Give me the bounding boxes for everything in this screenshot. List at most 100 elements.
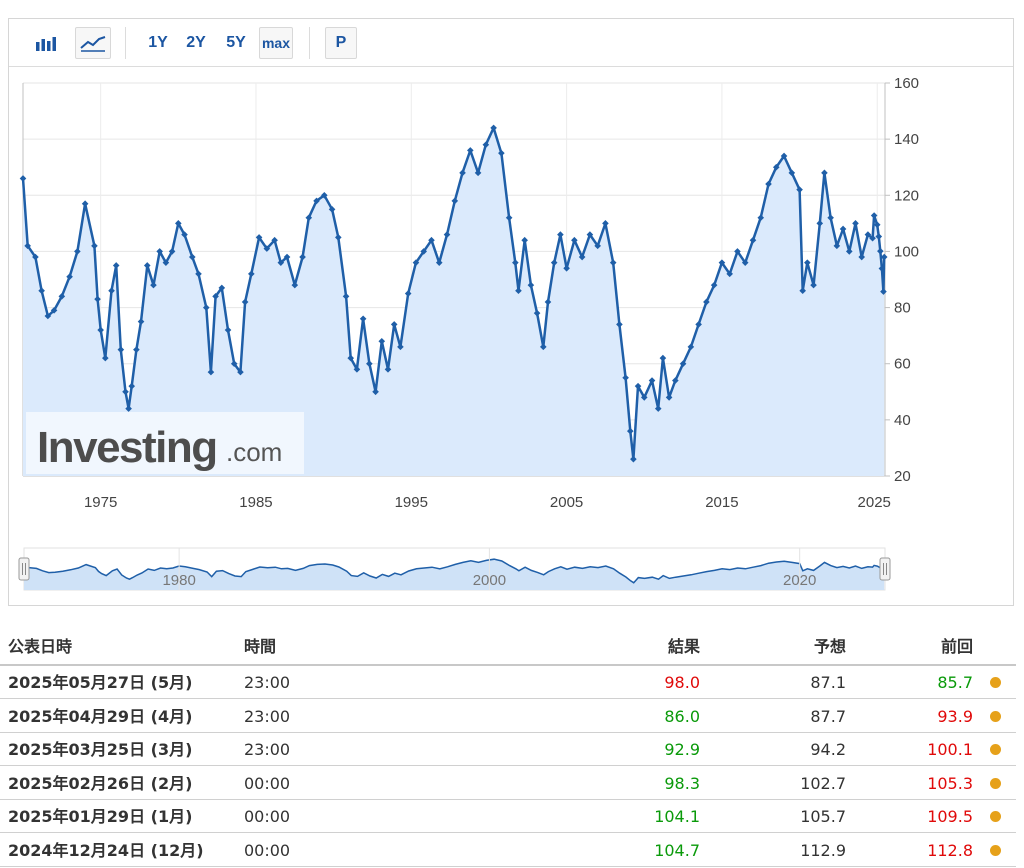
navigator-left-handle[interactable]	[18, 557, 30, 581]
data-point-marker	[640, 394, 648, 401]
data-point-marker	[679, 360, 687, 368]
data-point-marker	[435, 259, 443, 266]
toolbar-divider	[125, 27, 126, 59]
y-tick-label: 40	[894, 412, 911, 429]
data-point-marker	[277, 259, 285, 266]
data-point-marker	[181, 231, 188, 238]
range-1y-button[interactable]: 1Y	[148, 34, 168, 51]
row-date: 2025年04月29日 (4月)	[8, 706, 193, 726]
data-point-marker	[91, 242, 98, 250]
area-chart-icon[interactable]	[75, 27, 111, 59]
y-axis-ticks: 20 40 60 80 100 120 140 160	[885, 75, 919, 485]
range-2y-button[interactable]: 2Y	[186, 34, 206, 51]
row-forecast: 112.9	[800, 840, 846, 860]
data-point-marker	[630, 455, 637, 463]
x-tick-label: 2015	[705, 494, 738, 511]
range-navigator[interactable]: 1980 2000 2020	[18, 547, 891, 591]
data-point-marker	[162, 259, 170, 266]
row-previous: 93.9	[937, 706, 973, 726]
data-point-marker	[833, 242, 841, 250]
data-point-marker	[38, 287, 45, 295]
data-point-marker	[602, 220, 609, 227]
row-time: 00:00	[244, 840, 291, 860]
data-point-marker	[255, 234, 263, 241]
data-point-marker	[474, 169, 482, 177]
row-actual: 86.0	[664, 706, 700, 726]
p-button[interactable]: P	[325, 27, 357, 59]
data-point-marker	[594, 242, 601, 250]
data-point-marker	[117, 346, 125, 353]
investing-logo: Investing .com	[26, 412, 304, 474]
navigator-area	[24, 559, 885, 590]
data-point-marker	[765, 180, 772, 188]
data-point-marker	[772, 163, 780, 171]
data-point-marker	[443, 231, 451, 238]
data-point-marker	[515, 287, 522, 295]
importance-dot-icon	[990, 777, 1001, 789]
bar-chart-icon[interactable]	[31, 27, 63, 59]
navigator-line	[23, 558, 885, 584]
data-point-marker	[873, 221, 881, 229]
logo-suffix-text: .com	[226, 437, 282, 467]
logo-brand-text: Investing	[37, 423, 217, 472]
data-point-marker	[654, 405, 662, 412]
table-row: 2025年05月27日 (5月) 23:00 98.0 87.1 85.7	[0, 666, 1016, 699]
importance-dot-icon	[990, 744, 1001, 755]
data-point-marker	[366, 360, 373, 368]
area-chart-glyph	[80, 36, 106, 52]
row-previous: 100.1	[927, 740, 973, 759]
data-point-marker	[168, 248, 176, 255]
data-point-marker	[557, 231, 564, 238]
navigator-tick-label: 1980	[162, 572, 195, 589]
data-point-marker	[659, 354, 667, 362]
importance-dot-icon	[990, 844, 1001, 856]
data-point-marker	[112, 262, 120, 269]
data-point-marker	[248, 270, 255, 278]
data-point-marker	[412, 259, 420, 266]
navigator-right-handle[interactable]	[879, 557, 891, 581]
row-actual: 92.9	[664, 740, 700, 759]
row-time: 23:00	[244, 673, 291, 692]
header-forecast: 予想	[813, 637, 846, 656]
row-forecast: 102.7	[800, 773, 846, 793]
importance-dot-icon	[990, 677, 1001, 688]
range-5y-button[interactable]: 5Y	[226, 34, 246, 51]
data-point-marker	[527, 281, 535, 289]
data-point-marker	[540, 343, 547, 351]
data-point-marker	[156, 248, 163, 255]
data-point-marker	[550, 259, 558, 266]
chart-toolbar: 1Y 2Y 5Y max P	[9, 19, 1013, 67]
data-point-marker	[869, 234, 876, 242]
data-point-marker	[757, 214, 765, 222]
data-point-marker	[128, 382, 136, 390]
row-actual: 104.1	[654, 807, 700, 826]
row-previous: 105.3	[927, 773, 973, 793]
data-point-marker	[521, 236, 528, 244]
data-point-marker	[880, 288, 887, 295]
data-point-marker	[218, 284, 226, 292]
series-area	[23, 127, 885, 477]
row-actual: 98.3	[664, 773, 700, 793]
header-previous: 前回	[940, 637, 973, 656]
data-point-marker	[482, 141, 490, 149]
range-max-button[interactable]: max	[259, 27, 293, 59]
data-point-marker	[788, 169, 796, 177]
data-point-marker	[212, 293, 219, 300]
toolbar-divider	[309, 27, 310, 59]
y-tick-label: 80	[894, 300, 911, 317]
row-actual: 98.0	[664, 673, 700, 692]
data-point-marker	[839, 225, 847, 233]
y-tick-label: 160	[894, 75, 919, 92]
header-date: 公表日時	[8, 637, 73, 656]
data-point-marker	[202, 304, 210, 311]
data-point-marker	[404, 290, 412, 297]
data-point-marker	[305, 214, 313, 222]
data-point-marker	[703, 298, 710, 306]
data-point-marker	[799, 287, 806, 295]
data-point-marker	[175, 220, 182, 227]
data-point-marker	[665, 394, 673, 401]
row-forecast: 87.1	[810, 673, 846, 692]
data-point-marker	[224, 326, 232, 334]
data-point-marker	[878, 265, 886, 272]
data-point-marker	[353, 366, 361, 373]
